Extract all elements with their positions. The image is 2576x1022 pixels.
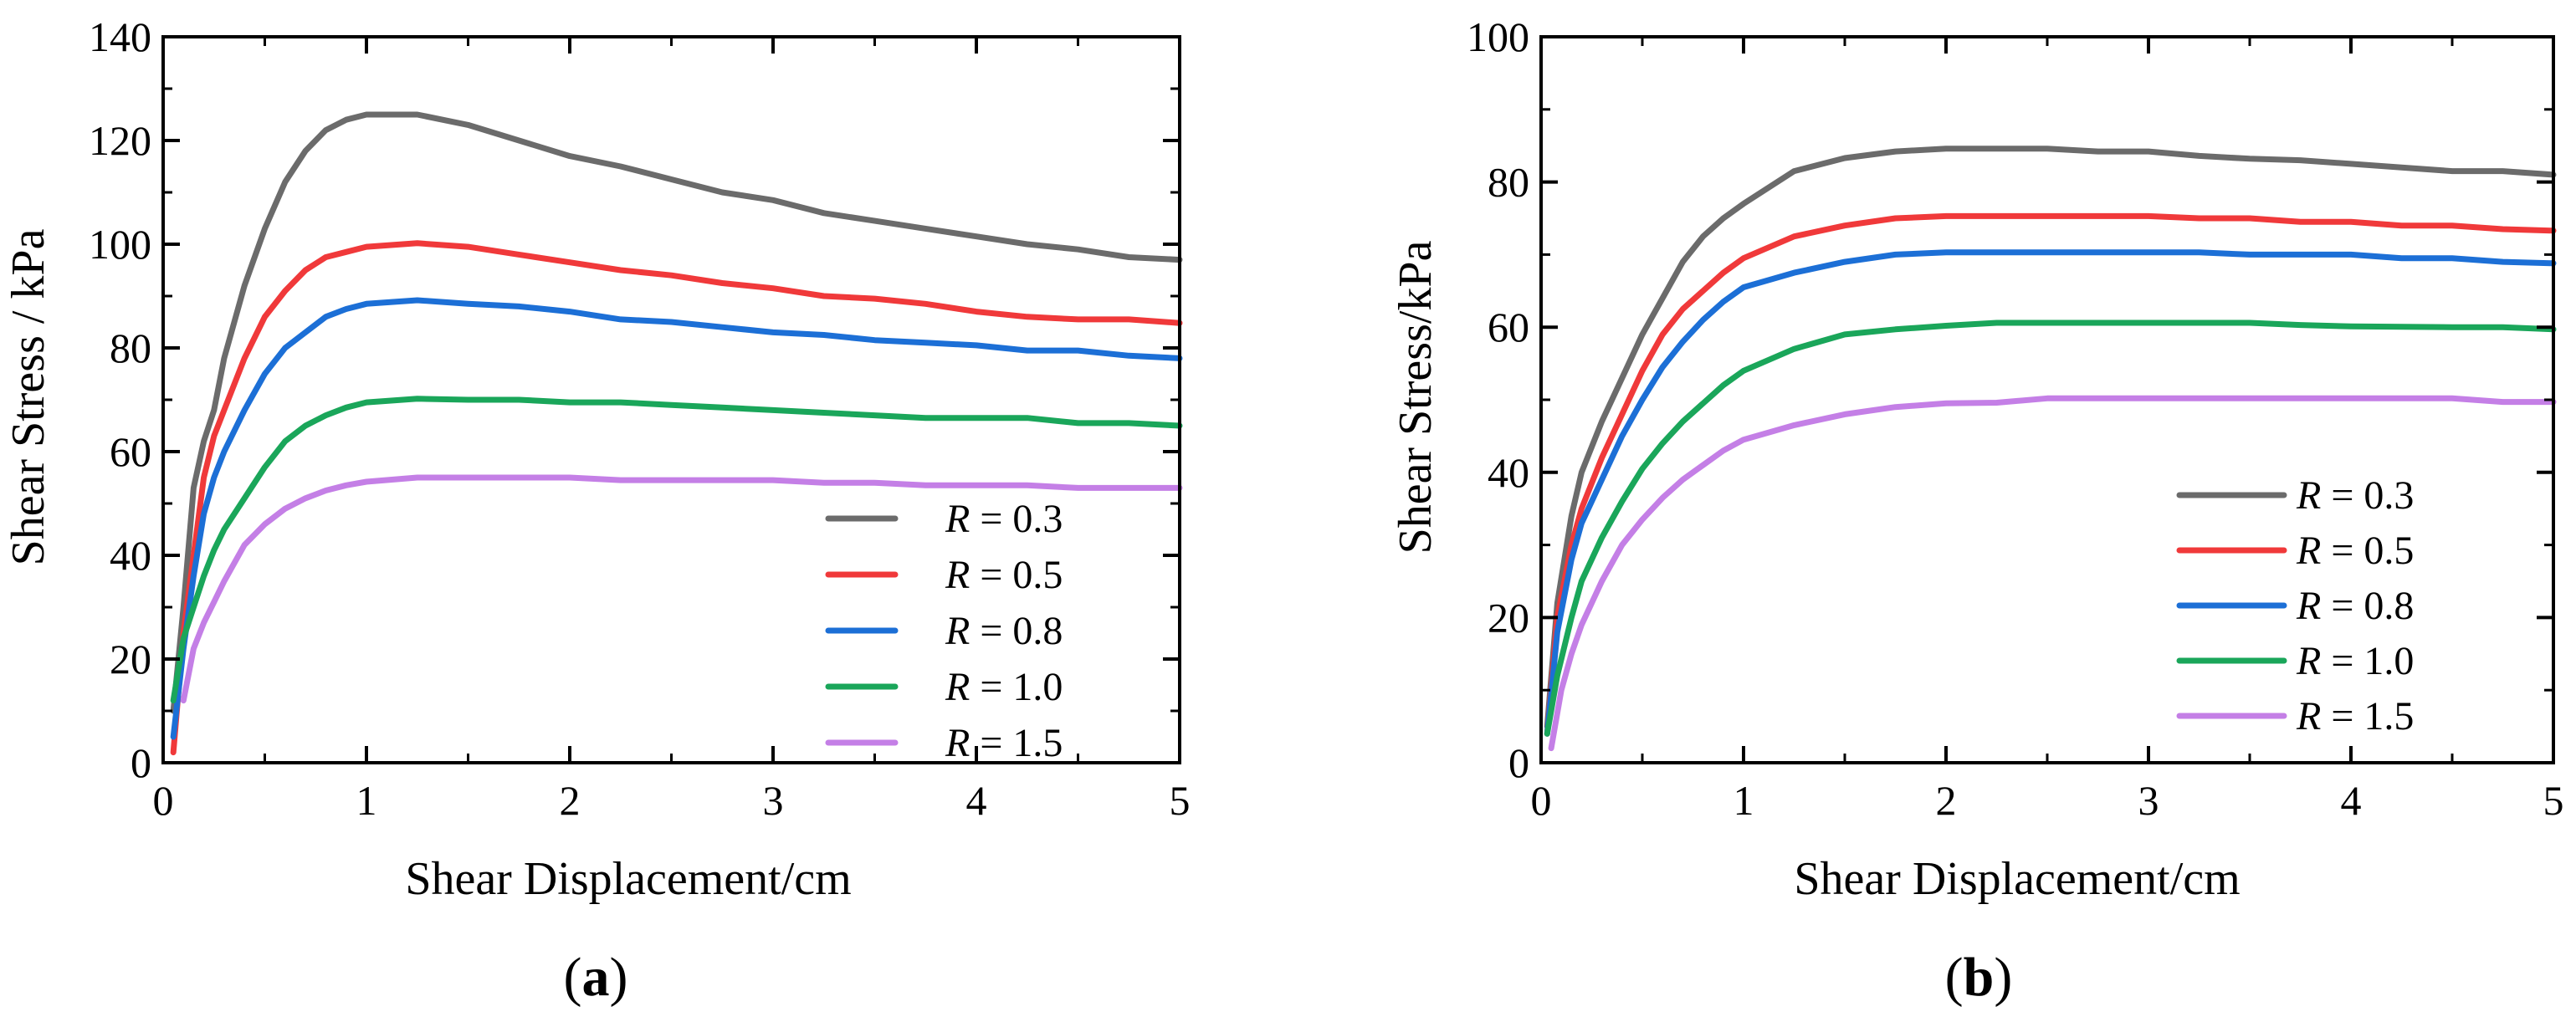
x-tick-label-a-0: 0 bbox=[153, 777, 174, 824]
legend-label-value-b-0: = 0.3 bbox=[2321, 473, 2414, 518]
y-tick-label-a-2: 40 bbox=[110, 532, 151, 579]
y-tick-label-b-3: 60 bbox=[1488, 304, 1529, 350]
legend-label-value-a-0: = 0.3 bbox=[970, 497, 1063, 541]
chart-panel-a: Shear Stress / kPa Shear Displacement/cm… bbox=[3, 13, 1191, 1008]
y-tick-label-b-4: 80 bbox=[1488, 159, 1529, 206]
y-tick-label-a-3: 60 bbox=[110, 428, 151, 475]
y-tick-label-a-4: 80 bbox=[110, 324, 151, 371]
legend-label-var-a-1: R bbox=[945, 553, 970, 597]
legend-label-var-b-4: R bbox=[2296, 694, 2321, 738]
y-axis-title-b: Shear Stress/kPa bbox=[1390, 240, 1442, 554]
series-line-b-4 bbox=[1548, 395, 2557, 752]
x-tick-label-a-1: 1 bbox=[356, 777, 377, 824]
x-tick-label-b-5: 5 bbox=[2543, 777, 2564, 824]
legend-label-value-b-1: = 0.5 bbox=[2321, 529, 2414, 573]
panel-caption-letter-a: a bbox=[582, 947, 610, 1008]
legend-label-value-a-2: = 0.8 bbox=[970, 609, 1063, 653]
panel-caption-b: (b) bbox=[1945, 947, 2013, 1008]
legend-label-value-b-3: = 1.0 bbox=[2321, 639, 2414, 683]
legend-label-b-3: R = 1.0 bbox=[2296, 639, 2414, 683]
legend-label-a-1: R = 0.5 bbox=[945, 553, 1063, 597]
legend-label-var-b-2: R bbox=[2296, 584, 2321, 628]
panel-caption-a: (a) bbox=[564, 947, 628, 1008]
legend-label-b-0: R = 0.3 bbox=[2296, 473, 2414, 518]
y-tick-label-b-1: 20 bbox=[1488, 594, 1529, 641]
legend-label-var-a-3: R bbox=[945, 665, 970, 709]
series-line-b-3 bbox=[1544, 319, 2557, 737]
legend-label-a-2: R = 0.8 bbox=[945, 609, 1063, 653]
series-line-b-0 bbox=[1544, 146, 2557, 730]
legend-label-b-2: R = 0.8 bbox=[2296, 584, 2414, 628]
legend-label-value-b-2: = 0.8 bbox=[2321, 584, 2414, 628]
y-tick-label-b-5: 100 bbox=[1467, 13, 1529, 60]
y-tick-label-a-1: 20 bbox=[110, 636, 151, 682]
legend-label-var-b-3: R bbox=[2296, 639, 2321, 683]
plot-frame-a bbox=[161, 35, 1181, 764]
panel-caption-letter-b: b bbox=[1964, 947, 1995, 1008]
y-tick-label-b-2: 40 bbox=[1488, 449, 1529, 496]
x-tick-label-b-2: 2 bbox=[1936, 777, 1957, 824]
legend-label-var-b-1: R bbox=[2296, 529, 2321, 573]
legend-label-b-4: R = 1.5 bbox=[2296, 694, 2414, 738]
legend-label-a-0: R = 0.3 bbox=[945, 497, 1063, 541]
x-tick-label-b-0: 0 bbox=[1531, 777, 1552, 824]
chart-panel-b: Shear Stress/kPa Shear Displacement/cm (… bbox=[1390, 13, 2564, 1008]
y-tick-label-b-0: 0 bbox=[1508, 739, 1529, 786]
legend-label-value-b-4: = 1.5 bbox=[2321, 694, 2414, 738]
series-line-a-1 bbox=[170, 240, 1183, 756]
legend-label-b-1: R = 0.5 bbox=[2296, 529, 2414, 573]
series-line-a-3 bbox=[170, 396, 1183, 704]
legend-label-value-a-1: = 0.5 bbox=[970, 553, 1063, 597]
series-line-a-2 bbox=[170, 297, 1183, 740]
series-line-b-2 bbox=[1544, 249, 2557, 737]
y-tick-label-a-6: 120 bbox=[89, 117, 151, 164]
x-tick-label-a-4: 4 bbox=[966, 777, 987, 824]
legend-label-var-a-0: R bbox=[945, 497, 970, 541]
x-axis-title-b: Shear Displacement/cm bbox=[1794, 853, 2240, 905]
x-tick-label-a-2: 2 bbox=[560, 777, 581, 824]
x-axis-title-a: Shear Displacement/cm bbox=[405, 853, 851, 905]
x-tick-label-a-3: 3 bbox=[763, 777, 784, 824]
y-tick-label-a-5: 100 bbox=[89, 221, 151, 268]
x-tick-label-b-1: 1 bbox=[1734, 777, 1754, 824]
y-tick-label-a-7: 140 bbox=[89, 13, 151, 60]
legend-label-a-4: R = 1.5 bbox=[945, 721, 1063, 765]
legend-label-var-a-2: R bbox=[945, 609, 970, 653]
series-line-b-1 bbox=[1544, 212, 2557, 737]
x-tick-label-b-4: 4 bbox=[2341, 777, 2362, 824]
legend-label-var-b-0: R bbox=[2296, 473, 2321, 518]
x-tick-label-a-5: 5 bbox=[1170, 777, 1191, 824]
legend-label-value-a-4: = 1.5 bbox=[970, 721, 1063, 765]
series-line-a-4 bbox=[180, 474, 1183, 704]
legend-label-a-3: R = 1.0 bbox=[945, 665, 1063, 709]
y-axis-title-a: Shear Stress / kPa bbox=[3, 228, 54, 565]
series-line-a-0 bbox=[170, 111, 1183, 714]
legend-label-value-a-3: = 1.0 bbox=[970, 665, 1063, 709]
y-tick-label-a-0: 0 bbox=[131, 739, 151, 786]
x-tick-label-b-3: 3 bbox=[2138, 777, 2159, 824]
legend-label-var-a-4: R bbox=[945, 721, 970, 765]
